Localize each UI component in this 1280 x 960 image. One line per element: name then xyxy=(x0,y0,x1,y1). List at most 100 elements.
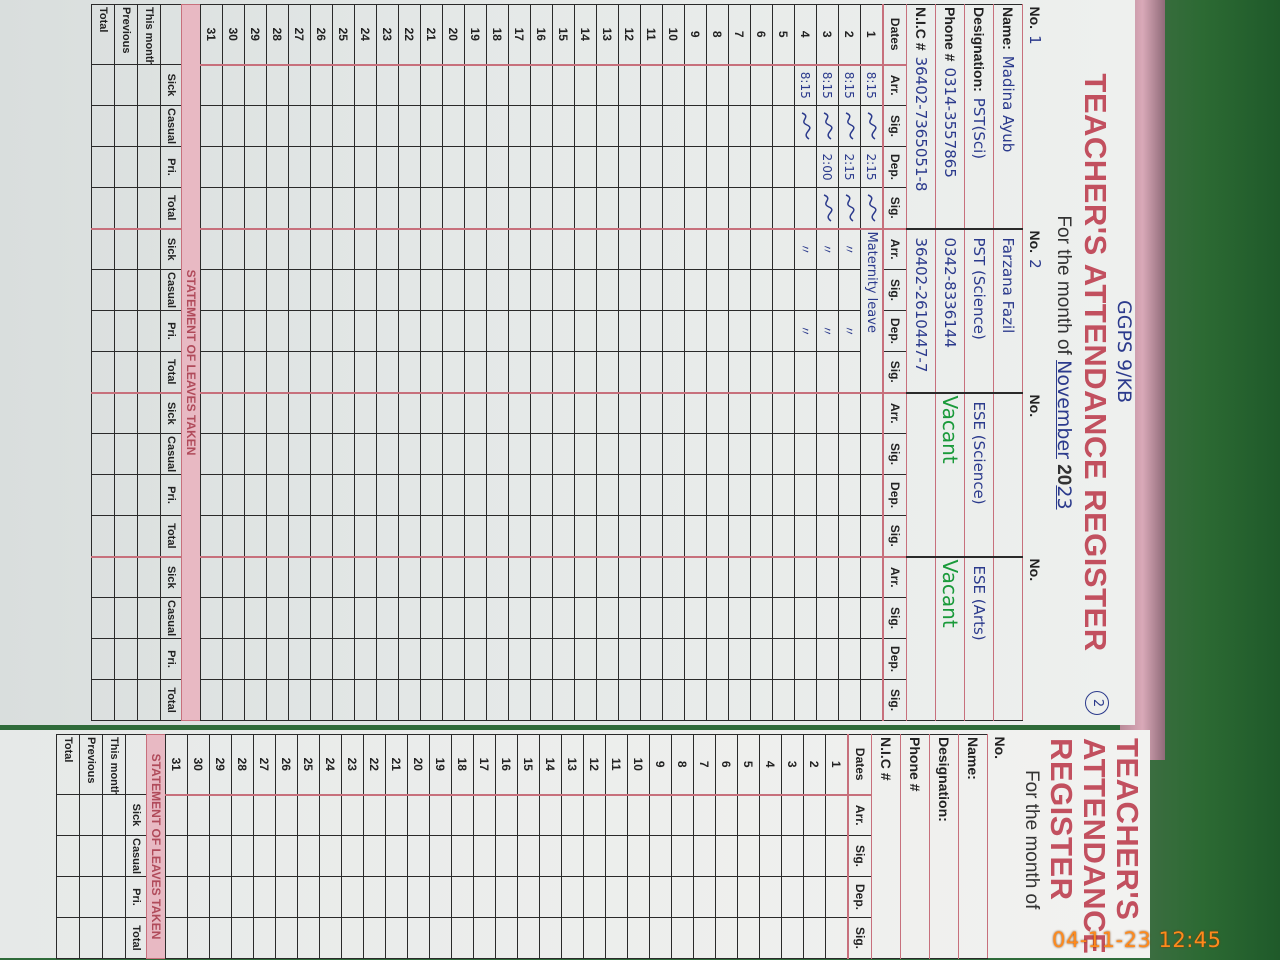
date-cell: 18 xyxy=(486,4,509,65)
attendance-cell xyxy=(244,474,267,516)
attendance-cell xyxy=(363,876,386,918)
attendance-cell xyxy=(781,876,804,918)
phone-value: 0314-3557865 xyxy=(941,67,959,178)
attendance-cell xyxy=(715,794,738,836)
attendance-cell xyxy=(816,433,839,475)
year-value: 23 xyxy=(1053,485,1075,510)
attendance-cell xyxy=(310,64,333,106)
attendance-cell xyxy=(530,474,553,516)
date-row: 23 xyxy=(341,734,364,959)
attendance-cell xyxy=(583,835,606,877)
attendance-cell xyxy=(574,597,597,639)
attendance-cell xyxy=(266,638,289,680)
attendance-cell xyxy=(398,597,421,639)
attendance-cell xyxy=(187,917,210,959)
leave-column-header: Total xyxy=(160,515,182,557)
attendance-cell xyxy=(464,228,487,270)
attendance-cell xyxy=(640,433,663,475)
attendance-cell xyxy=(451,794,474,836)
attendance-cell xyxy=(662,310,685,352)
attendance-cell xyxy=(539,876,562,918)
leave-column-header: Casual xyxy=(160,597,182,639)
attendance-cell xyxy=(398,679,421,721)
attendance-cell xyxy=(662,433,685,475)
attendance-cell xyxy=(332,105,355,147)
date-row: 29 xyxy=(244,4,267,721)
attendance-cell xyxy=(552,679,575,721)
attendance-cell xyxy=(319,835,342,877)
attendance-cell xyxy=(376,515,399,557)
leave-cell xyxy=(91,392,115,434)
attendance-cell xyxy=(750,597,773,639)
attendance-cell xyxy=(860,679,883,721)
attendance-cell xyxy=(464,146,487,188)
attendance-cell xyxy=(354,64,377,106)
designation-row: Designation: PST(Sci) PST (Science) ESE (Sc… xyxy=(964,4,994,721)
attendance-cell xyxy=(596,597,619,639)
attendance-cell xyxy=(266,187,289,229)
attendance-cell xyxy=(781,835,804,877)
attendance-cell xyxy=(596,105,619,147)
attendance-cell xyxy=(209,835,232,877)
leave-cell xyxy=(114,105,138,147)
leave-cell xyxy=(137,310,161,352)
attendance-cell xyxy=(486,310,509,352)
attendance-cell xyxy=(266,515,289,557)
attendance-cell xyxy=(750,269,773,311)
attendance-cell xyxy=(354,105,377,147)
attendance-cell xyxy=(464,515,487,557)
attendance-cell xyxy=(684,515,707,557)
attendance-cell xyxy=(200,392,223,434)
date-cell: 17 xyxy=(508,4,531,65)
attendance-cell xyxy=(618,597,641,639)
attendance-cell xyxy=(684,105,707,147)
attendance-cell xyxy=(310,474,333,516)
attendance-cell xyxy=(750,351,773,393)
attendance-cell xyxy=(288,64,311,106)
signature-icon xyxy=(820,193,834,223)
column-header-row: Dates Arr. Sig. Dep. Sig. Arr. Sig. Dep. Sig. Arr… xyxy=(883,4,907,721)
attendance-cell xyxy=(398,433,421,475)
attendance-cell xyxy=(838,433,861,475)
number-label: No. xyxy=(1027,230,1043,254)
column-header: Dep. xyxy=(883,638,907,680)
leave-row: This month xyxy=(102,734,126,959)
attendance-cell xyxy=(209,794,232,836)
date-cell: 8 xyxy=(706,4,729,65)
attendance-cell xyxy=(442,310,465,352)
date-cell: 31 xyxy=(165,734,188,795)
leave-row: Total xyxy=(91,4,115,721)
date-cell: 19 xyxy=(429,734,452,795)
attendance-cell xyxy=(200,433,223,475)
date-row: 31 xyxy=(200,4,223,721)
name-label: Name: xyxy=(1000,7,1016,50)
attendance-cell xyxy=(649,876,672,918)
date-cell: 1 xyxy=(825,734,848,795)
attendance-cell xyxy=(706,392,729,434)
phone-row: Phone # 0314-3557865 0342-8336144 Vacant Vac… xyxy=(935,4,965,721)
attendance-cell xyxy=(398,474,421,516)
attendance-cell xyxy=(398,64,421,106)
phone-label: Phone # xyxy=(907,737,923,792)
signature-icon xyxy=(842,193,856,223)
leave-cell xyxy=(137,679,161,721)
leave-cell xyxy=(114,351,138,393)
name-cell: Name: xyxy=(958,734,988,959)
leave-cell xyxy=(91,269,115,311)
attendance-cell xyxy=(266,351,289,393)
attendance-cell xyxy=(288,228,311,270)
attendance-cell xyxy=(253,876,276,918)
attendance-cell xyxy=(728,310,751,352)
attendance-cell xyxy=(495,917,518,959)
attendance-cell xyxy=(684,64,707,106)
attendance-cell xyxy=(231,876,254,918)
attendance-cell xyxy=(376,228,399,270)
column-header: Sig. xyxy=(883,187,907,229)
attendance-cell xyxy=(596,187,619,229)
attendance-cell xyxy=(552,433,575,475)
attendance-cell xyxy=(376,310,399,352)
attendance-cell xyxy=(288,351,311,393)
attendance-cell xyxy=(728,433,751,475)
attendance-cell xyxy=(332,638,355,680)
attendance-cell xyxy=(618,351,641,393)
